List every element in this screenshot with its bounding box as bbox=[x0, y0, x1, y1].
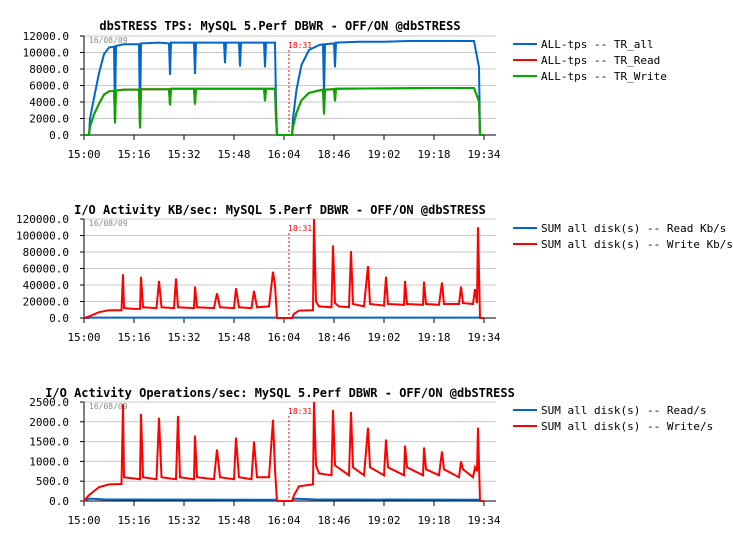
legend-label: ALL-tps -- TR_all bbox=[541, 38, 654, 51]
x-tick-label: 15:16 bbox=[117, 148, 150, 161]
y-tick-label: 100000.0 bbox=[16, 230, 69, 243]
y-tick-label: 0.0 bbox=[49, 495, 69, 508]
x-tick-label: 19:02 bbox=[367, 148, 400, 161]
x-tick-label: 18:46 bbox=[317, 514, 350, 527]
legend-label: SUM all disk(s) -- Read/s bbox=[541, 404, 707, 417]
x-tick-label: 15:16 bbox=[117, 514, 150, 527]
y-tick-label: 6000.0 bbox=[29, 80, 69, 93]
marker-label: 18:31 bbox=[288, 41, 312, 50]
chart-title: I/O Activity Operations/sec: MySQL 5.Per… bbox=[45, 386, 515, 400]
y-tick-label: 8000.0 bbox=[29, 63, 69, 76]
y-tick-label: 10000.0 bbox=[23, 47, 69, 60]
series-line bbox=[84, 40, 484, 136]
y-tick-label: 20000.0 bbox=[23, 296, 69, 309]
y-tick-label: 60000.0 bbox=[23, 263, 69, 276]
x-tick-label: 16:04 bbox=[267, 331, 300, 344]
x-tick-label: 19:34 bbox=[467, 514, 500, 527]
marker-label: 18:31 bbox=[288, 407, 312, 416]
x-tick-label: 19:34 bbox=[467, 331, 500, 344]
y-tick-label: 1000.0 bbox=[29, 455, 69, 468]
x-tick-label: 19:18 bbox=[417, 148, 450, 161]
series-line bbox=[84, 87, 484, 136]
legend-label: SUM all disk(s) -- Read Kb/s bbox=[541, 222, 726, 235]
date-label: 16/08/09 bbox=[89, 36, 128, 45]
y-tick-label: 500.0 bbox=[36, 475, 69, 488]
x-tick-label: 19:18 bbox=[417, 331, 450, 344]
y-tick-label: 12000.0 bbox=[23, 30, 69, 43]
x-tick-label: 15:48 bbox=[217, 148, 250, 161]
y-tick-label: 0.0 bbox=[49, 312, 69, 325]
x-tick-label: 15:32 bbox=[167, 331, 200, 344]
y-tick-label: 120000.0 bbox=[16, 213, 69, 226]
chart-2: I/O Activity KB/sec: MySQL 5.Perf DBWR -… bbox=[16, 203, 733, 344]
x-tick-label: 18:46 bbox=[317, 148, 350, 161]
x-tick-label: 18:46 bbox=[317, 331, 350, 344]
legend-label: SUM all disk(s) -- Write Kb/s bbox=[541, 238, 733, 251]
legend-label: ALL-tps -- TR_Write bbox=[541, 70, 667, 83]
y-tick-label: 2500.0 bbox=[29, 396, 69, 409]
y-tick-label: 40000.0 bbox=[23, 279, 69, 292]
y-tick-label: 2000.0 bbox=[29, 416, 69, 429]
date-label: 16/08/09 bbox=[89, 402, 128, 411]
x-tick-label: 19:02 bbox=[367, 514, 400, 527]
chart-3: I/O Activity Operations/sec: MySQL 5.Per… bbox=[29, 386, 713, 527]
series-line bbox=[83, 401, 484, 502]
series-line bbox=[84, 87, 484, 136]
x-tick-label: 15:32 bbox=[167, 514, 200, 527]
y-tick-label: 1500.0 bbox=[29, 436, 69, 449]
x-tick-label: 15:48 bbox=[217, 514, 250, 527]
x-tick-label: 19:02 bbox=[367, 331, 400, 344]
legend-label: SUM all disk(s) -- Write/s bbox=[541, 420, 713, 433]
x-tick-label: 15:00 bbox=[67, 514, 100, 527]
chart-title: dbSTRESS TPS: MySQL 5.Perf DBWR - OFF/ON… bbox=[99, 19, 460, 33]
chart-1: dbSTRESS TPS: MySQL 5.Perf DBWR - OFF/ON… bbox=[23, 19, 667, 161]
legend-label: ALL-tps -- TR_Read bbox=[541, 54, 660, 67]
y-tick-label: 0.0 bbox=[49, 129, 69, 142]
x-tick-label: 19:34 bbox=[467, 148, 500, 161]
chart-title: I/O Activity KB/sec: MySQL 5.Perf DBWR -… bbox=[74, 203, 486, 217]
x-tick-label: 19:18 bbox=[417, 514, 450, 527]
x-tick-label: 15:48 bbox=[217, 331, 250, 344]
x-tick-label: 16:04 bbox=[267, 514, 300, 527]
x-tick-label: 16:04 bbox=[267, 148, 300, 161]
series-line bbox=[83, 218, 484, 319]
x-tick-label: 15:16 bbox=[117, 331, 150, 344]
y-tick-label: 4000.0 bbox=[29, 96, 69, 109]
x-tick-label: 15:00 bbox=[67, 148, 100, 161]
date-label: 16/08/09 bbox=[89, 219, 128, 228]
x-tick-label: 15:32 bbox=[167, 148, 200, 161]
marker-label: 18:31 bbox=[288, 224, 312, 233]
x-tick-label: 15:00 bbox=[67, 331, 100, 344]
y-tick-label: 80000.0 bbox=[23, 246, 69, 259]
y-tick-label: 2000.0 bbox=[29, 113, 69, 126]
